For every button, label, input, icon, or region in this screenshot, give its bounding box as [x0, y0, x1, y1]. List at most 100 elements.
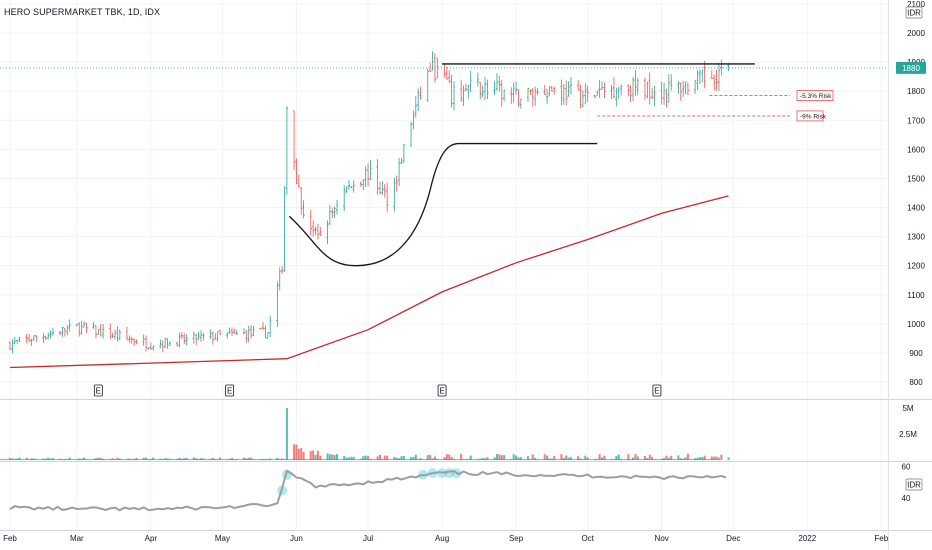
candle[interactable] — [309, 209, 312, 236]
candle[interactable] — [460, 80, 463, 102]
candle[interactable] — [285, 106, 289, 195]
candle[interactable] — [94, 325, 98, 339]
candle[interactable] — [152, 345, 155, 351]
candle[interactable] — [113, 329, 117, 340]
candle[interactable] — [393, 177, 396, 212]
candle[interactable] — [386, 182, 389, 213]
candle[interactable] — [560, 79, 563, 106]
candle[interactable] — [35, 334, 38, 343]
candle[interactable] — [548, 86, 551, 97]
candle[interactable] — [713, 74, 716, 91]
candle[interactable] — [519, 98, 522, 109]
candle[interactable] — [452, 81, 456, 111]
candle[interactable] — [130, 336, 133, 344]
candle[interactable] — [80, 320, 83, 335]
candle[interactable] — [30, 338, 33, 346]
candle[interactable] — [565, 80, 568, 106]
candle[interactable] — [68, 319, 71, 332]
candle[interactable] — [603, 82, 606, 98]
candle[interactable] — [66, 325, 69, 336]
candle[interactable] — [684, 81, 687, 94]
candle[interactable] — [610, 85, 613, 100]
candle[interactable] — [359, 181, 363, 187]
candle[interactable] — [199, 330, 203, 342]
candle[interactable] — [693, 80, 697, 94]
candle[interactable] — [646, 81, 649, 99]
candle[interactable] — [78, 322, 81, 337]
candle[interactable] — [118, 329, 121, 340]
candle[interactable] — [409, 121, 413, 147]
candle[interactable] — [462, 85, 465, 107]
candle[interactable] — [381, 181, 384, 195]
candle[interactable] — [326, 220, 329, 244]
candle[interactable] — [82, 321, 86, 328]
candle[interactable] — [417, 88, 420, 112]
candle[interactable] — [343, 185, 346, 212]
candle[interactable] — [612, 77, 616, 99]
candle[interactable] — [32, 335, 35, 341]
candle[interactable] — [679, 82, 682, 101]
candle[interactable] — [665, 88, 668, 108]
candle[interactable] — [448, 70, 451, 83]
candle[interactable] — [376, 159, 379, 195]
candle[interactable] — [164, 337, 167, 349]
candle[interactable] — [216, 331, 219, 342]
candle[interactable] — [345, 186, 348, 193]
candle[interactable] — [493, 80, 496, 95]
candle[interactable] — [235, 330, 238, 336]
candle[interactable] — [366, 163, 370, 187]
candle[interactable] — [596, 90, 599, 97]
candle[interactable] — [51, 327, 55, 336]
candle[interactable] — [426, 68, 429, 102]
candle[interactable] — [101, 323, 105, 339]
candle[interactable] — [333, 206, 336, 218]
candle[interactable] — [701, 69, 704, 83]
candle[interactable] — [469, 70, 472, 93]
candle[interactable] — [27, 333, 31, 343]
candle[interactable] — [264, 325, 267, 339]
candle[interactable] — [412, 110, 415, 130]
candle[interactable] — [402, 143, 405, 164]
candle[interactable] — [383, 184, 386, 198]
candle[interactable] — [534, 86, 537, 107]
candle[interactable] — [300, 187, 303, 215]
candle[interactable] — [717, 62, 721, 92]
candle[interactable] — [109, 323, 112, 340]
candle[interactable] — [579, 84, 582, 109]
candle[interactable] — [445, 66, 448, 81]
candle[interactable] — [226, 332, 229, 339]
candle[interactable] — [149, 342, 152, 350]
candle[interactable] — [283, 186, 286, 272]
candle[interactable] — [328, 204, 331, 225]
candle[interactable] — [228, 327, 231, 334]
candle[interactable] — [195, 333, 198, 345]
candle[interactable] — [479, 81, 482, 100]
candle[interactable] — [500, 79, 503, 107]
candle[interactable] — [18, 336, 21, 343]
candle[interactable] — [483, 76, 487, 101]
candle[interactable] — [42, 333, 45, 343]
candle[interactable] — [429, 62, 432, 73]
candle[interactable] — [135, 339, 138, 344]
candle[interactable] — [314, 226, 317, 235]
candle[interactable] — [242, 328, 246, 335]
candle[interactable] — [643, 77, 647, 100]
earnings-marker[interactable] — [93, 384, 103, 397]
candle[interactable] — [495, 73, 499, 91]
candle[interactable] — [593, 94, 596, 98]
candle[interactable] — [529, 89, 532, 96]
candle[interactable] — [125, 326, 129, 341]
candle[interactable] — [202, 332, 205, 341]
candle[interactable] — [378, 181, 382, 195]
candle[interactable] — [147, 347, 150, 350]
candle[interactable] — [517, 89, 520, 107]
candle[interactable] — [369, 159, 372, 181]
candle[interactable] — [261, 321, 265, 331]
candle[interactable] — [295, 158, 298, 185]
candle[interactable] — [350, 185, 353, 188]
candle[interactable] — [61, 326, 64, 337]
candle[interactable] — [13, 336, 16, 345]
candle[interactable] — [498, 75, 501, 92]
